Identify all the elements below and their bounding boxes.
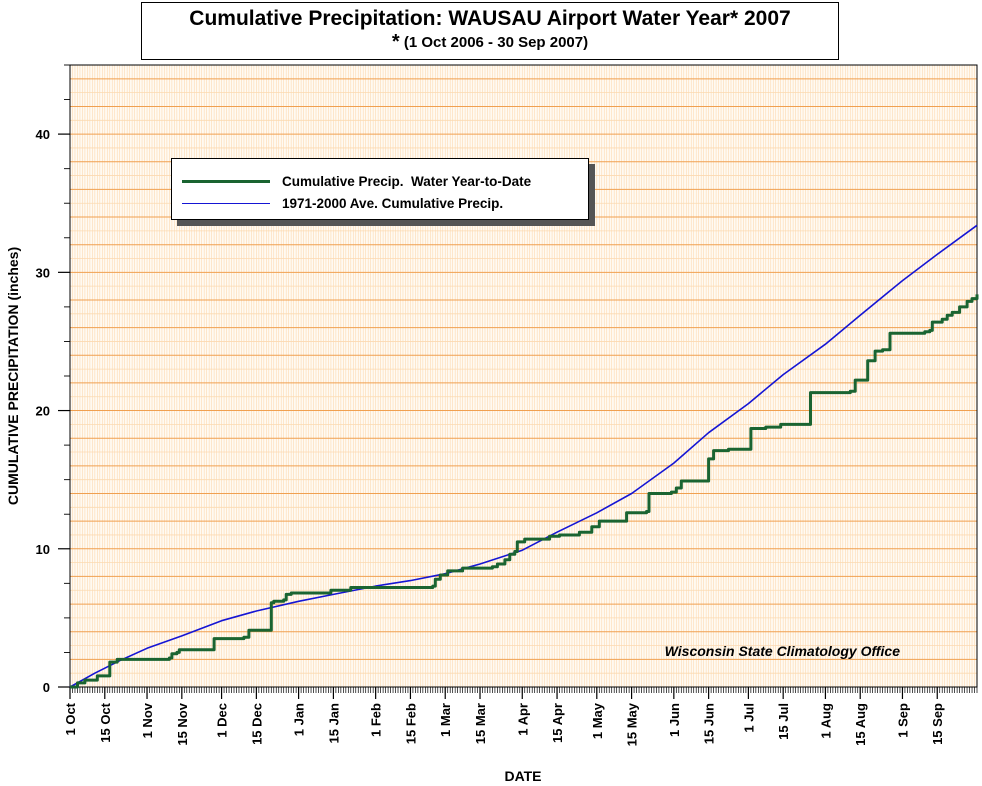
major-grid — [70, 78, 977, 660]
x-axis-title: DATE — [504, 768, 541, 784]
x-tick-label: 15 Dec — [249, 703, 264, 745]
subtitle-text: (1 Oct 2006 - 30 Sep 2007) — [403, 34, 589, 51]
y-tick-label: 10 — [36, 542, 50, 557]
y-tick-label: 0 — [43, 680, 50, 695]
x-tick-label: 15 Apr — [550, 703, 565, 743]
y-axis-title: CUMULATIVE PRECIPITATION (inches) — [5, 247, 21, 505]
x-tick-label: 15 Aug — [853, 703, 868, 746]
x-tick-label: 15 Mar — [473, 703, 488, 744]
legend: Cumulative Precip. Water Year-to-Date 19… — [171, 158, 589, 220]
credit-text: Wisconsin State Climatology Office — [665, 643, 901, 659]
x-tick-label: 1 Apr — [515, 703, 530, 736]
x-tick-label: 1 Jan — [292, 703, 307, 736]
chart-title-box: Cumulative Precipitation: WAUSAU Airport… — [141, 2, 839, 60]
x-tick-label: 1 Jul — [741, 703, 756, 733]
x-tick-label: 1 Nov — [140, 702, 155, 738]
x-tick-label: 1 Oct — [63, 702, 78, 735]
x-tick-label: 15 Feb — [403, 703, 418, 744]
legend-swatch-average — [182, 202, 270, 204]
x-tick-label: 1 Dec — [215, 703, 230, 738]
x-tick-label: 1 Aug — [818, 703, 833, 739]
x-tick-label: 1 May — [590, 702, 605, 739]
y-tick-label: 20 — [36, 404, 50, 419]
x-tick-label: 15 Nov — [175, 702, 190, 745]
x-tick-label: 15 May — [625, 702, 640, 746]
x-tick-label: 15 Jan — [326, 703, 341, 744]
legend-swatch-actual — [182, 179, 270, 183]
subtitle-asterisk: * — [391, 31, 400, 53]
x-tick-label: 1 Jun — [667, 703, 682, 737]
series-line-actual — [70, 294, 979, 689]
x-tick-label: 15 Jun — [702, 703, 717, 744]
x-tick-label: 1 Feb — [369, 703, 384, 737]
y-tick-labels: 0 10 20 30 40 — [36, 127, 50, 695]
minor-horizontal-grid — [70, 92, 977, 674]
series-layer — [69, 224, 979, 689]
x-tick-label: 1 Sep — [895, 703, 910, 738]
legend-item-actual: Cumulative Precip. Water Year-to-Date — [182, 172, 531, 190]
legend-item-average: 1971-2000 Ave. Cumulative Precip. — [182, 194, 503, 212]
chart-title: Cumulative Precipitation: WAUSAU Airport… — [189, 7, 791, 30]
y-tick-label: 30 — [36, 265, 50, 280]
x-tick-label: 15 Sep — [930, 703, 945, 745]
x-tick-label: 15 Oct — [98, 702, 113, 742]
legend-label-actual: Cumulative Precip. Water Year-to-Date — [282, 173, 532, 189]
series-line-average — [69, 224, 978, 688]
x-tick-label: 15 Jul — [776, 703, 791, 740]
x-tick-label: 1 Mar — [438, 703, 453, 737]
axis-ticks — [58, 64, 978, 699]
legend-label-average: 1971-2000 Ave. Cumulative Precip. — [282, 195, 504, 211]
chart-subtitle: * (1 Oct 2006 - 30 Sep 2007) — [142, 31, 838, 53]
x-tick-labels: 1 Oct 15 Oct 1 Nov 15 Nov 1 Dec 15 Dec 1 Jan 15… — [63, 702, 945, 746]
y-tick-label: 40 — [36, 127, 50, 142]
